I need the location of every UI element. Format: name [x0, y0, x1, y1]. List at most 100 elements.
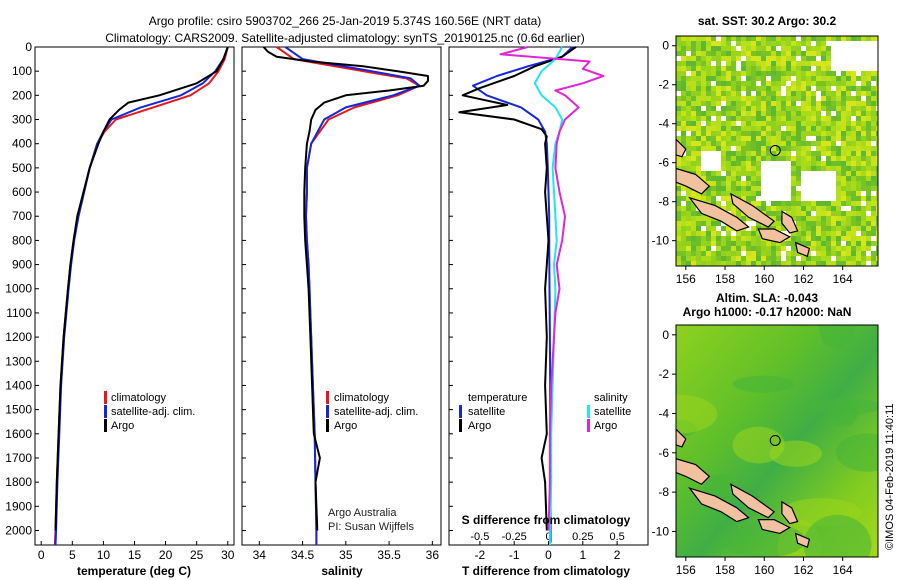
map-cell	[766, 76, 771, 81]
map-cell	[866, 36, 871, 41]
map-cell	[791, 81, 796, 86]
map-cell	[821, 121, 826, 126]
map-cell	[766, 241, 771, 246]
map-x-tick-label: 156	[676, 563, 696, 577]
map-cell	[811, 61, 816, 66]
map-cell	[821, 126, 826, 131]
map-cell	[876, 191, 878, 196]
map-cell	[751, 171, 756, 176]
map-cell	[681, 36, 686, 41]
map-cell	[831, 126, 836, 131]
map-cell	[766, 246, 771, 251]
map-cell	[866, 106, 871, 111]
map-cell	[761, 191, 766, 196]
map-cell	[871, 91, 876, 96]
legend-label-t-satellite: satellite	[468, 406, 505, 418]
map-cell	[701, 71, 706, 76]
map-cell	[691, 106, 696, 111]
map-cell	[736, 176, 741, 181]
map-cell	[776, 41, 781, 46]
map-cell	[686, 121, 691, 126]
map-cell	[876, 246, 878, 251]
map-cell	[826, 146, 831, 151]
map-cell	[761, 106, 766, 111]
map-cell	[856, 246, 861, 251]
map-cell	[771, 201, 776, 206]
map-cell	[791, 191, 796, 196]
map-cell	[841, 241, 846, 246]
map-cell	[821, 186, 826, 191]
map-cell	[721, 181, 726, 186]
map-cell	[751, 51, 756, 56]
map-cell	[711, 151, 716, 156]
map-cell	[761, 116, 766, 121]
map-cell	[856, 171, 861, 176]
map-cell	[841, 246, 846, 251]
map-cell	[821, 261, 826, 266]
map-cell	[746, 91, 751, 96]
map-cell	[836, 261, 841, 266]
island	[676, 138, 687, 158]
map-cell	[776, 61, 781, 66]
map-cell	[811, 166, 816, 171]
map-cell	[821, 171, 826, 176]
map-cell	[701, 81, 706, 86]
map-cell	[836, 196, 841, 201]
map-cell	[791, 116, 796, 121]
map-x-tick-label: 162	[793, 272, 813, 286]
map-cell	[691, 206, 696, 211]
map-cell	[726, 261, 731, 266]
map-cell	[696, 86, 701, 91]
map-cell	[801, 116, 806, 121]
map-cell	[856, 201, 861, 206]
map-cell	[711, 191, 716, 196]
map-cell	[686, 211, 691, 216]
map-cell	[761, 56, 766, 61]
map-cell	[821, 181, 826, 186]
map-cell	[736, 186, 741, 191]
map-cell	[861, 56, 866, 61]
map-cell	[806, 211, 811, 216]
map-cell	[826, 236, 831, 241]
map-cell	[686, 146, 691, 151]
map-cell	[766, 141, 771, 146]
map-cell	[681, 51, 686, 56]
map-cell	[876, 66, 878, 71]
map-cell	[801, 166, 806, 171]
map-cell	[856, 106, 861, 111]
map-x-tick-label: 158	[715, 563, 735, 577]
map-cell	[726, 256, 731, 261]
map-cell	[681, 81, 686, 86]
map-cell	[796, 36, 801, 41]
map-cell	[696, 251, 701, 256]
map-cell	[781, 261, 786, 266]
map-cell	[716, 166, 721, 171]
map-cell	[756, 161, 761, 166]
map-cell	[871, 191, 876, 196]
map-cell	[751, 201, 756, 206]
map-cell	[691, 216, 696, 221]
map-cell	[786, 101, 791, 106]
map-cell	[876, 81, 878, 86]
map-cell	[696, 71, 701, 76]
map-cell	[681, 226, 686, 231]
map-cell	[771, 151, 776, 156]
map-cell	[716, 236, 721, 241]
x-tick-label: 0	[38, 548, 45, 562]
map-cell	[741, 181, 746, 186]
map-cell	[681, 206, 686, 211]
map-cell	[791, 61, 796, 66]
map-cell	[816, 221, 821, 226]
map-cell	[831, 211, 836, 216]
map-cell	[756, 66, 761, 71]
map-cell	[811, 56, 816, 61]
series-line-argo	[54, 46, 229, 531]
map-cell	[731, 86, 736, 91]
map-cell	[681, 71, 686, 76]
map-cell	[726, 196, 731, 201]
map-cell	[866, 206, 871, 211]
map-cell	[876, 236, 878, 241]
map-cell	[816, 156, 821, 161]
map-cell	[871, 156, 876, 161]
map-cell	[741, 76, 746, 81]
